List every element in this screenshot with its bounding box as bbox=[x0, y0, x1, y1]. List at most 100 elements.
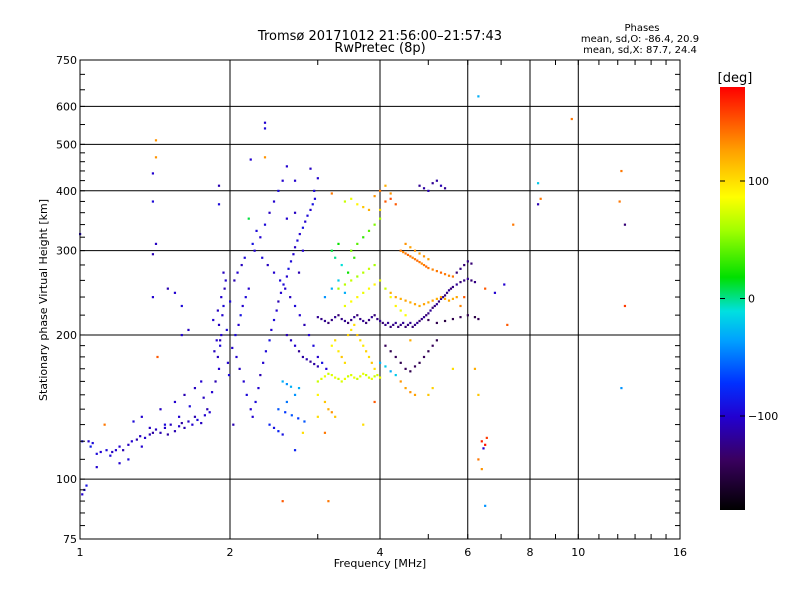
data-point bbox=[427, 266, 430, 270]
data-point bbox=[439, 296, 443, 299]
data-points bbox=[79, 95, 627, 507]
data-point bbox=[435, 303, 438, 306]
data-point bbox=[313, 362, 316, 366]
data-point bbox=[343, 377, 347, 380]
data-point bbox=[320, 317, 323, 321]
data-point bbox=[277, 408, 280, 411]
data-point bbox=[466, 277, 469, 280]
data-point bbox=[431, 182, 434, 185]
data-point bbox=[404, 386, 407, 390]
data-point bbox=[216, 355, 219, 359]
data-point bbox=[473, 280, 477, 284]
data-point bbox=[466, 260, 469, 263]
data-point bbox=[111, 450, 114, 454]
data-point bbox=[427, 301, 430, 304]
data-point bbox=[277, 430, 280, 433]
data-point bbox=[239, 314, 242, 317]
data-point bbox=[156, 355, 159, 359]
data-point bbox=[359, 339, 362, 342]
data-point bbox=[409, 301, 412, 304]
data-point bbox=[477, 393, 480, 397]
data-point bbox=[431, 306, 434, 309]
data-point bbox=[350, 197, 353, 200]
data-point bbox=[316, 415, 319, 418]
data-point bbox=[343, 304, 347, 308]
data-point bbox=[251, 242, 254, 245]
data-point bbox=[330, 249, 333, 252]
data-point bbox=[379, 361, 382, 364]
data-point bbox=[373, 375, 376, 378]
data-point bbox=[449, 287, 453, 290]
data-point bbox=[367, 355, 371, 359]
data-point bbox=[404, 242, 407, 245]
data-point bbox=[367, 376, 371, 379]
data-point bbox=[285, 400, 288, 404]
data-point bbox=[166, 433, 169, 436]
data-point bbox=[203, 414, 206, 417]
data-point bbox=[222, 304, 225, 308]
data-point bbox=[241, 304, 244, 308]
data-point bbox=[394, 321, 397, 325]
data-point bbox=[277, 300, 280, 303]
data-point bbox=[365, 321, 368, 325]
data-point bbox=[346, 321, 350, 325]
data-point bbox=[384, 287, 387, 290]
data-point bbox=[166, 287, 169, 290]
colorbar-tick-label: 0 bbox=[748, 293, 755, 306]
data-point bbox=[379, 217, 382, 220]
data-point bbox=[312, 344, 315, 347]
data-point bbox=[293, 179, 297, 182]
data-point bbox=[404, 252, 407, 255]
data-point bbox=[431, 386, 434, 390]
data-point bbox=[284, 411, 287, 414]
data-point bbox=[413, 393, 417, 397]
data-point bbox=[340, 380, 343, 383]
data-point bbox=[173, 400, 177, 404]
data-point bbox=[381, 321, 384, 325]
data-point bbox=[389, 197, 392, 200]
data-point bbox=[306, 214, 309, 217]
data-point bbox=[187, 420, 190, 423]
data-point bbox=[435, 339, 438, 342]
data-point bbox=[289, 385, 293, 388]
data-point bbox=[193, 386, 197, 390]
data-point bbox=[227, 373, 231, 377]
data-point bbox=[202, 396, 205, 399]
data-point bbox=[279, 279, 282, 282]
data-point bbox=[418, 252, 421, 255]
grid bbox=[80, 60, 680, 539]
data-point bbox=[337, 314, 340, 317]
data-point bbox=[236, 271, 239, 274]
data-point bbox=[389, 325, 392, 329]
data-point bbox=[620, 386, 623, 390]
data-point bbox=[240, 263, 243, 267]
data-point bbox=[293, 344, 297, 347]
y-tick-label: 200 bbox=[56, 329, 77, 342]
data-point bbox=[301, 355, 305, 359]
data-point bbox=[139, 435, 142, 438]
data-point bbox=[293, 449, 297, 452]
data-point bbox=[305, 358, 308, 361]
data-point bbox=[422, 255, 426, 258]
data-point bbox=[379, 279, 382, 282]
data-point bbox=[451, 367, 455, 370]
data-point bbox=[443, 297, 447, 300]
data-point bbox=[480, 468, 483, 471]
data-point bbox=[384, 200, 387, 203]
data-point bbox=[87, 440, 90, 443]
data-point bbox=[127, 443, 130, 446]
data-point bbox=[367, 287, 371, 290]
data-point bbox=[350, 318, 353, 322]
data-point bbox=[350, 300, 353, 303]
data-point bbox=[316, 380, 319, 383]
data-point bbox=[447, 299, 451, 302]
data-point bbox=[373, 263, 376, 267]
data-point bbox=[289, 296, 292, 299]
data-point bbox=[470, 262, 473, 265]
data-point bbox=[180, 333, 183, 337]
data-point bbox=[370, 316, 373, 319]
data-point bbox=[425, 314, 428, 317]
data-point bbox=[404, 367, 407, 370]
data-point bbox=[321, 361, 324, 364]
data-point bbox=[327, 321, 330, 325]
